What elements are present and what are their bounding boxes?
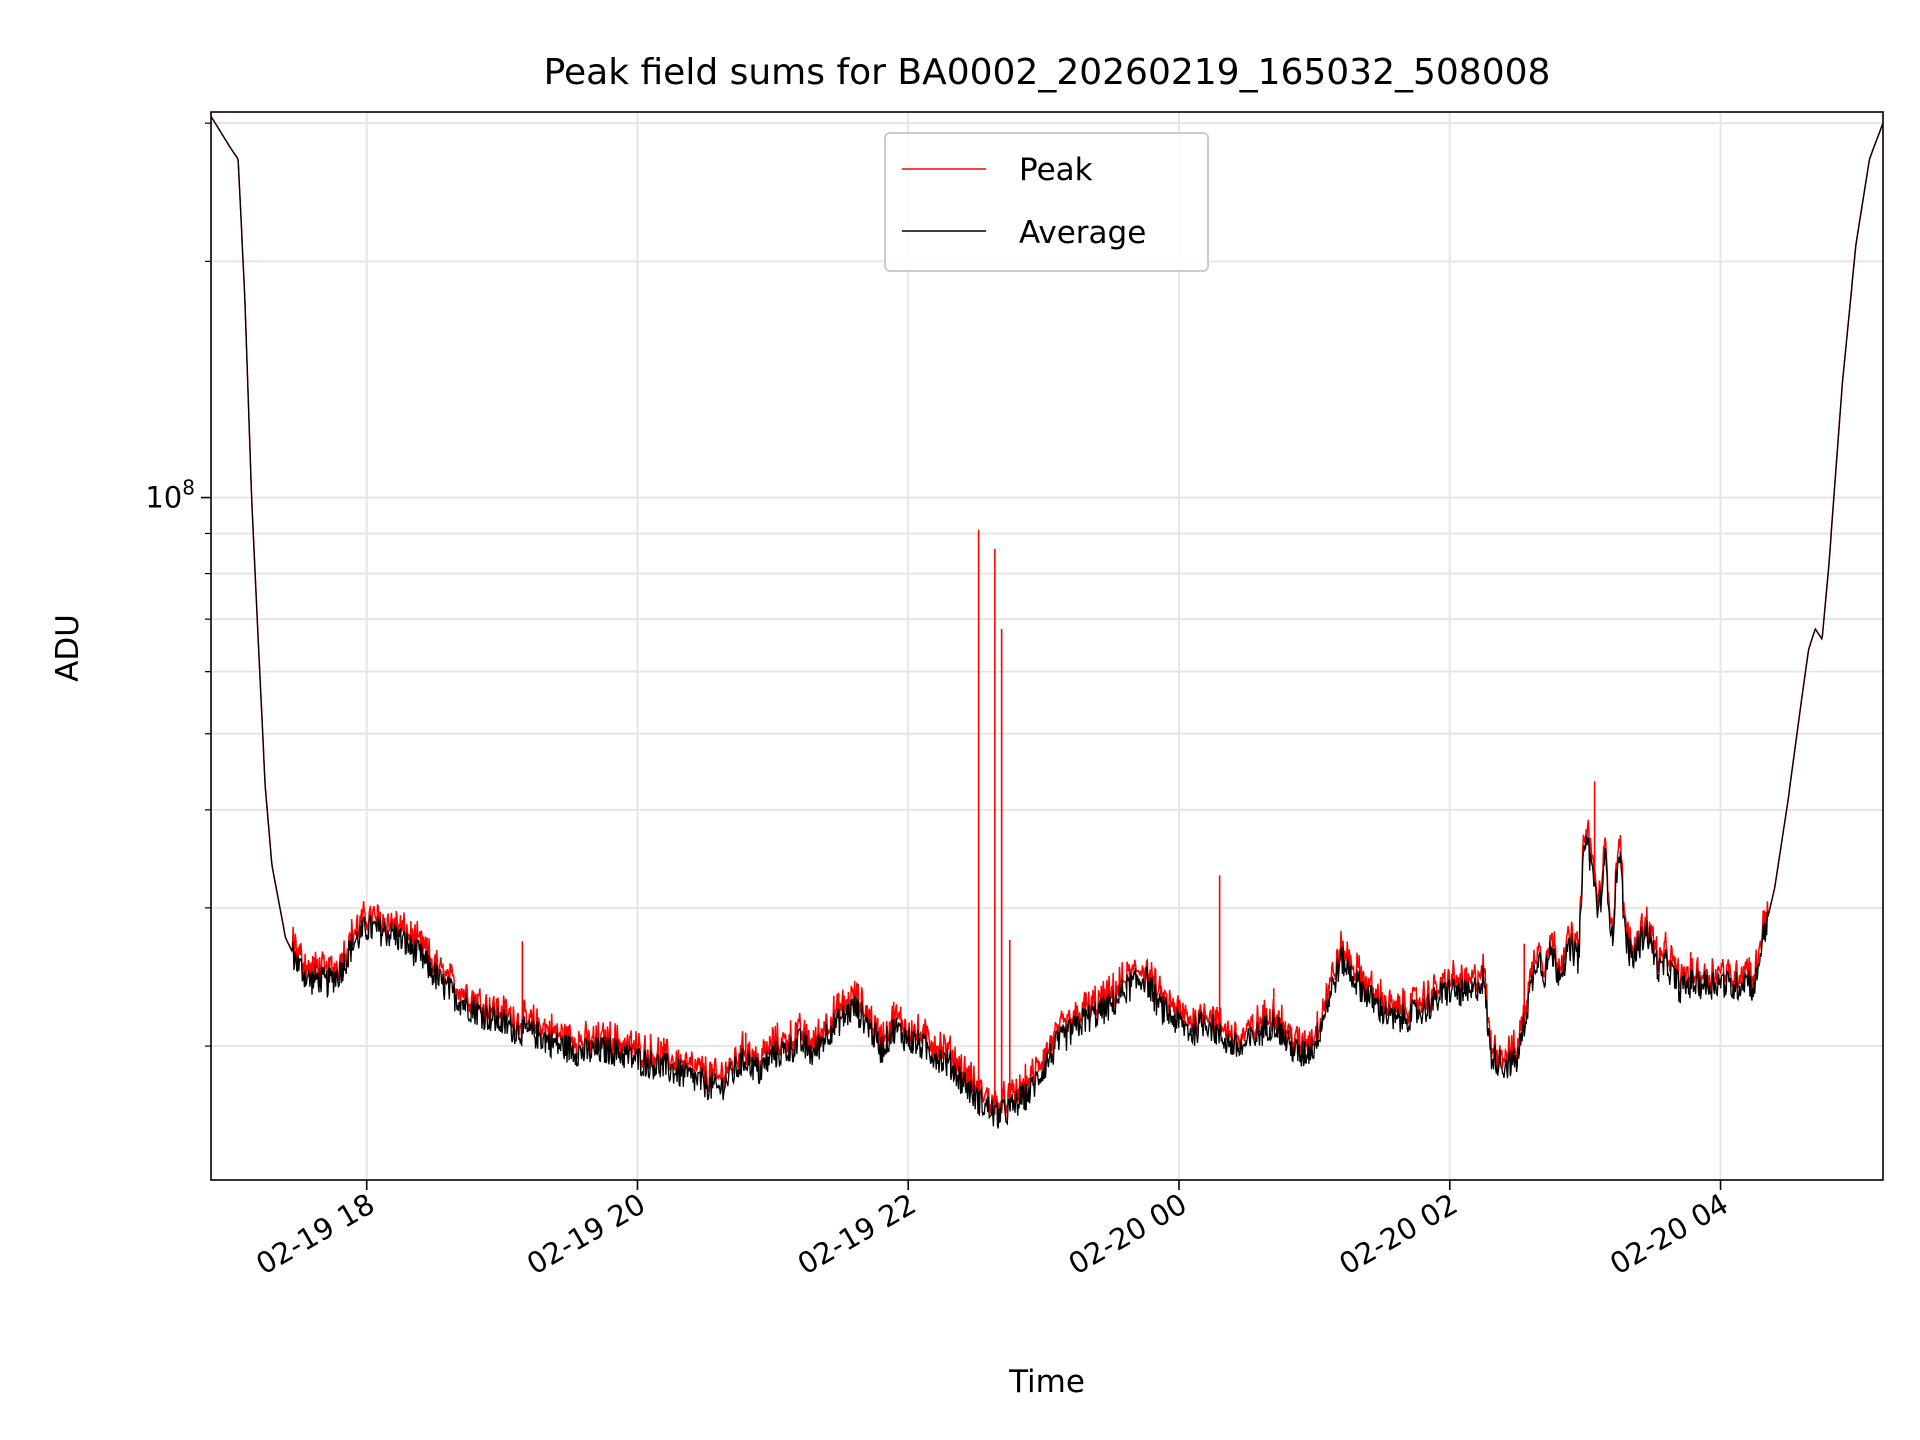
x-axis-label: Time (1008, 1364, 1085, 1400)
x-tick-label: 02-19 18 (250, 1187, 380, 1282)
y-axis-label: ADU (50, 614, 86, 682)
plot-frame (210, 111, 1884, 1181)
chart-title: Peak field sums for BA0002_20260219_1650… (544, 52, 1551, 93)
peak-series-line (210, 115, 1884, 1125)
y-tick-label: 108 (145, 476, 195, 515)
plot-background (211, 112, 1883, 1180)
plot-area (210, 115, 1884, 1129)
x-tick-label: 02-19 20 (521, 1187, 651, 1282)
legend-average-label: Average (1019, 215, 1146, 251)
x-tick-label: 02-20 04 (1604, 1187, 1734, 1282)
y-tick-label-exponent: 8 (182, 476, 195, 500)
legend-peak-label: Peak (1019, 152, 1093, 188)
average-series-line (210, 116, 1884, 1129)
y-tick-label-base: 10 (145, 481, 182, 515)
x-tick-label: 02-20 02 (1333, 1187, 1463, 1282)
x-tick-label: 02-19 22 (792, 1187, 922, 1282)
grid (211, 112, 1883, 1180)
legend-box (884, 132, 1209, 272)
x-tick-label: 02-20 00 (1063, 1187, 1193, 1282)
legend: Peak Average (884, 132, 1209, 272)
